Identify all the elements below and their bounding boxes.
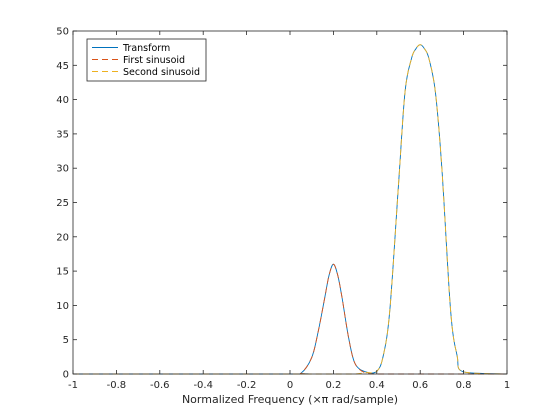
plot-area	[73, 31, 507, 374]
x-tick-label: 0.2	[325, 380, 341, 391]
y-tick-label: 45	[56, 61, 69, 72]
x-tick-label: 0	[287, 380, 293, 391]
y-tick-label: 10	[56, 301, 69, 312]
legend-label-3: Second sinusoid	[123, 67, 200, 78]
y-tick-label: 50	[56, 27, 69, 38]
x-tick-label: -1	[68, 380, 78, 391]
y-tick-label: 25	[56, 198, 69, 209]
y-tick-label: 30	[56, 164, 69, 175]
x-tick-label: 0.6	[412, 380, 428, 391]
x-axis-label: Normalized Frequency (×π rad/sample)	[182, 393, 398, 406]
y-tick-label: 5	[63, 335, 69, 346]
x-tick-label: -0.8	[107, 380, 127, 391]
x-tick-label: 0.8	[456, 380, 472, 391]
y-tick-label: 20	[56, 232, 69, 243]
legend-label-2: First sinusoid	[123, 55, 185, 66]
y-tick-label: 15	[56, 267, 69, 278]
x-tick-label: 1	[504, 380, 510, 391]
y-tick-label: 0	[63, 370, 69, 381]
y-tick-label: 40	[56, 95, 69, 106]
ticks-layer: -1 -0.8 -0.6 -0.4 -0.2 0 0.2 0.4 0.6 0.8 105101520…	[56, 27, 510, 392]
legend-label-1: Transform	[122, 43, 170, 54]
legend-box	[86, 38, 207, 82]
x-tick-label: -0.2	[237, 380, 257, 391]
x-tick-label: -0.6	[150, 380, 170, 391]
x-tick-label: -0.4	[193, 380, 213, 391]
y-tick-label: 35	[56, 129, 69, 140]
x-tick-label: 0.4	[369, 380, 385, 391]
